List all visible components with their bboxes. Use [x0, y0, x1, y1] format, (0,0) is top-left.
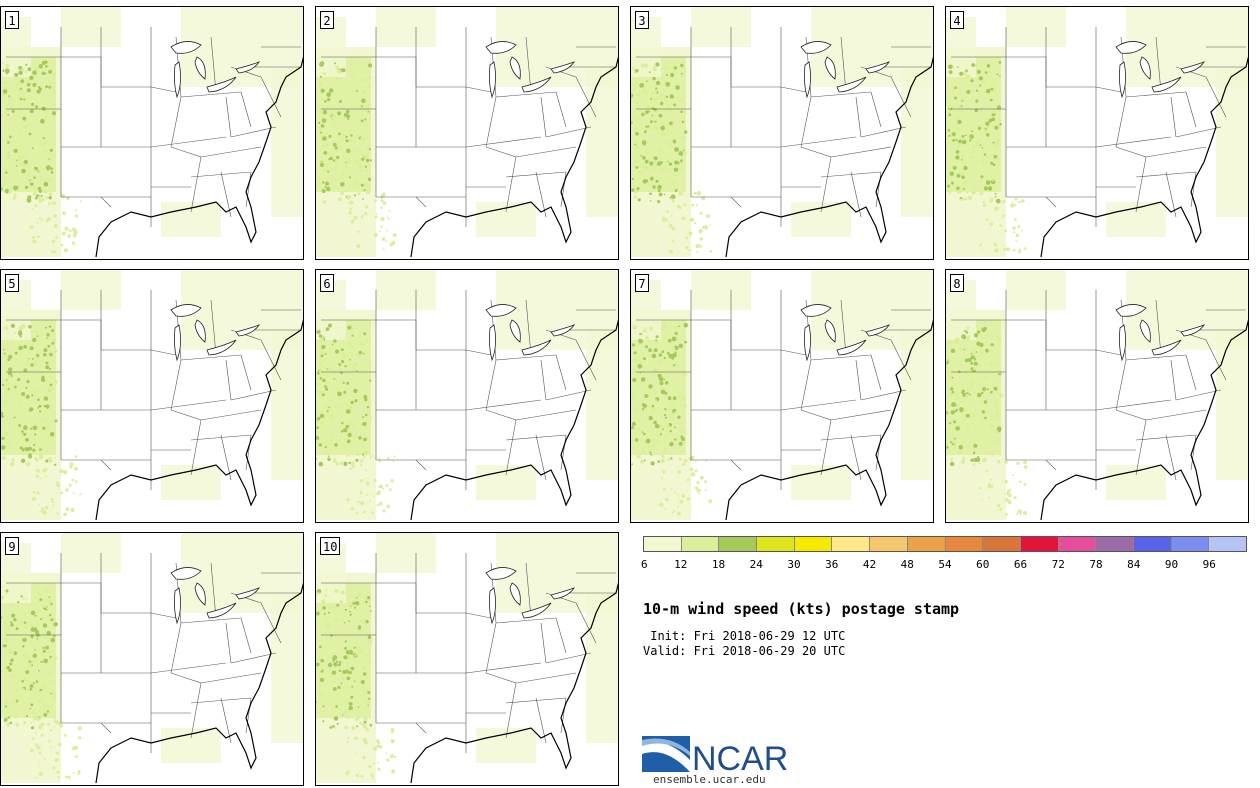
colorbar-tick-label: 72 [1051, 558, 1065, 571]
colorbar-tick-label: 36 [825, 558, 839, 571]
colorbar-tick-label: 6 [641, 558, 648, 571]
colorbar-swatch [907, 537, 946, 551]
colorbar-swatch [794, 537, 833, 551]
ensemble-member-panel: 7 [630, 269, 934, 523]
colorbar-swatch [1096, 537, 1134, 551]
panel-number-label: 9 [5, 537, 19, 555]
colorbar-swatch [1209, 537, 1246, 551]
ensemble-member-panel: 4 [945, 6, 1249, 260]
panel-number-label: 10 [320, 537, 341, 555]
ncar-logo-text: NCAR [692, 740, 788, 776]
panel-number-label: 7 [635, 274, 649, 292]
wind-speed-map [316, 533, 618, 784]
colorbar-swatch [832, 537, 871, 551]
ensemble-member-panel: 1 [0, 6, 304, 260]
colorbar-tick-label: 90 [1164, 558, 1179, 571]
colorbar-swatch [1020, 537, 1059, 551]
wind-speed-map [1, 533, 303, 784]
ensemble-member-panel: 8 [945, 269, 1249, 523]
colorbar-swatch [1058, 537, 1097, 551]
panel-number-label: 4 [950, 11, 964, 29]
colorbar-tick-label: 12 [674, 558, 688, 571]
ensemble-member-panel: 2 [315, 6, 619, 260]
panel-number-label: 8 [950, 274, 964, 292]
ncar-logo: NCAR [642, 736, 788, 776]
valid-time: Valid: Fri 2018-06-29 20 UTC [643, 644, 846, 658]
panel-number-label: 6 [320, 274, 334, 292]
figure-title: 10-m wind speed (kts) postage stamp [643, 600, 960, 618]
wind-speed-map [946, 270, 1248, 521]
colorbar-tick-label: 30 [787, 558, 801, 571]
colorbar-swatch [757, 537, 795, 551]
colorbar-tick-label: 18 [711, 558, 726, 571]
colorbar-tick-label: 96 [1202, 558, 1216, 571]
colorbar-swatch [644, 537, 682, 551]
ensemble-member-panel: 3 [630, 6, 934, 260]
ensemble-member-panel: 9 [0, 532, 304, 786]
colorbar-swatch [945, 537, 984, 551]
colorbar-swatch [870, 537, 908, 551]
wind-speed-map [946, 7, 1248, 258]
logo-url: ensemble.ucar.edu [653, 773, 766, 786]
colorbar-tick-label: 54 [938, 558, 952, 571]
wind-speed-map [631, 270, 933, 521]
wind-speed-map [631, 7, 933, 258]
colorbar-tick-label: 48 [900, 558, 914, 571]
colorbar-tick-labels: 6 12 18 24 30 36 42 48 54 60 66 72 78 84 90 96 [641, 558, 1247, 572]
init-time: Init: Fri 2018-06-29 12 UTC [643, 629, 846, 643]
colorbar-tick-label: 24 [749, 558, 763, 571]
panel-number-label: 3 [635, 11, 649, 29]
colorbar-swatch [681, 537, 720, 551]
colorbar-tick-label: 60 [976, 558, 990, 571]
wind-speed-map [1, 7, 303, 258]
colorbar-swatch [719, 537, 758, 551]
colorbar-swatch [1171, 537, 1210, 551]
colorbar-tick-label: 66 [1013, 558, 1028, 571]
panel-number-label: 1 [5, 11, 19, 29]
ensemble-member-panel: 10 [315, 532, 619, 786]
ensemble-member-panel: 5 [0, 269, 304, 523]
panel-number-label: 2 [320, 11, 334, 29]
wind-speed-colorbar [643, 536, 1247, 552]
colorbar-tick-label: 84 [1127, 558, 1141, 571]
panel-number-label: 5 [5, 274, 19, 292]
wind-speed-map [316, 270, 618, 521]
colorbar-tick-label: 78 [1089, 558, 1103, 571]
colorbar-tick-label: 42 [862, 558, 877, 571]
colorbar-swatch [1133, 537, 1172, 551]
ensemble-member-panel: 6 [315, 269, 619, 523]
colorbar-swatch [983, 537, 1021, 551]
wind-speed-map [316, 7, 618, 258]
wind-speed-map [1, 270, 303, 521]
